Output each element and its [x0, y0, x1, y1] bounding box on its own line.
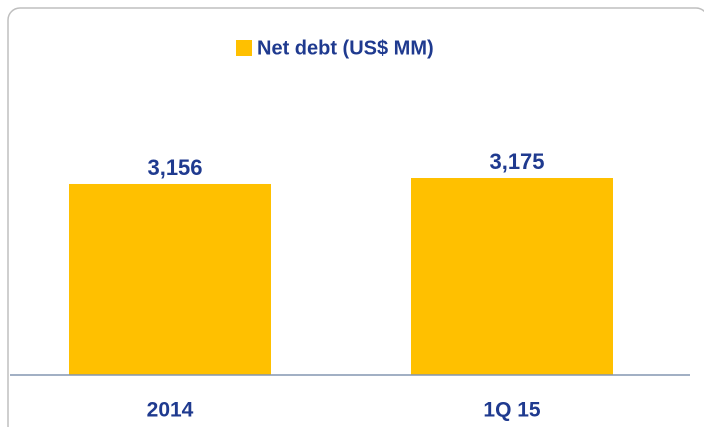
bar: [411, 178, 613, 375]
legend-label: Net debt (US$ MM): [257, 37, 434, 59]
x-tick-label: 2014: [147, 399, 194, 422]
value-label: 3,175: [489, 149, 544, 174]
x-tick-label: 1Q 15: [483, 399, 541, 422]
bar: [69, 183, 271, 375]
legend-swatch: [236, 40, 252, 56]
value-label: 3,156: [147, 155, 202, 180]
